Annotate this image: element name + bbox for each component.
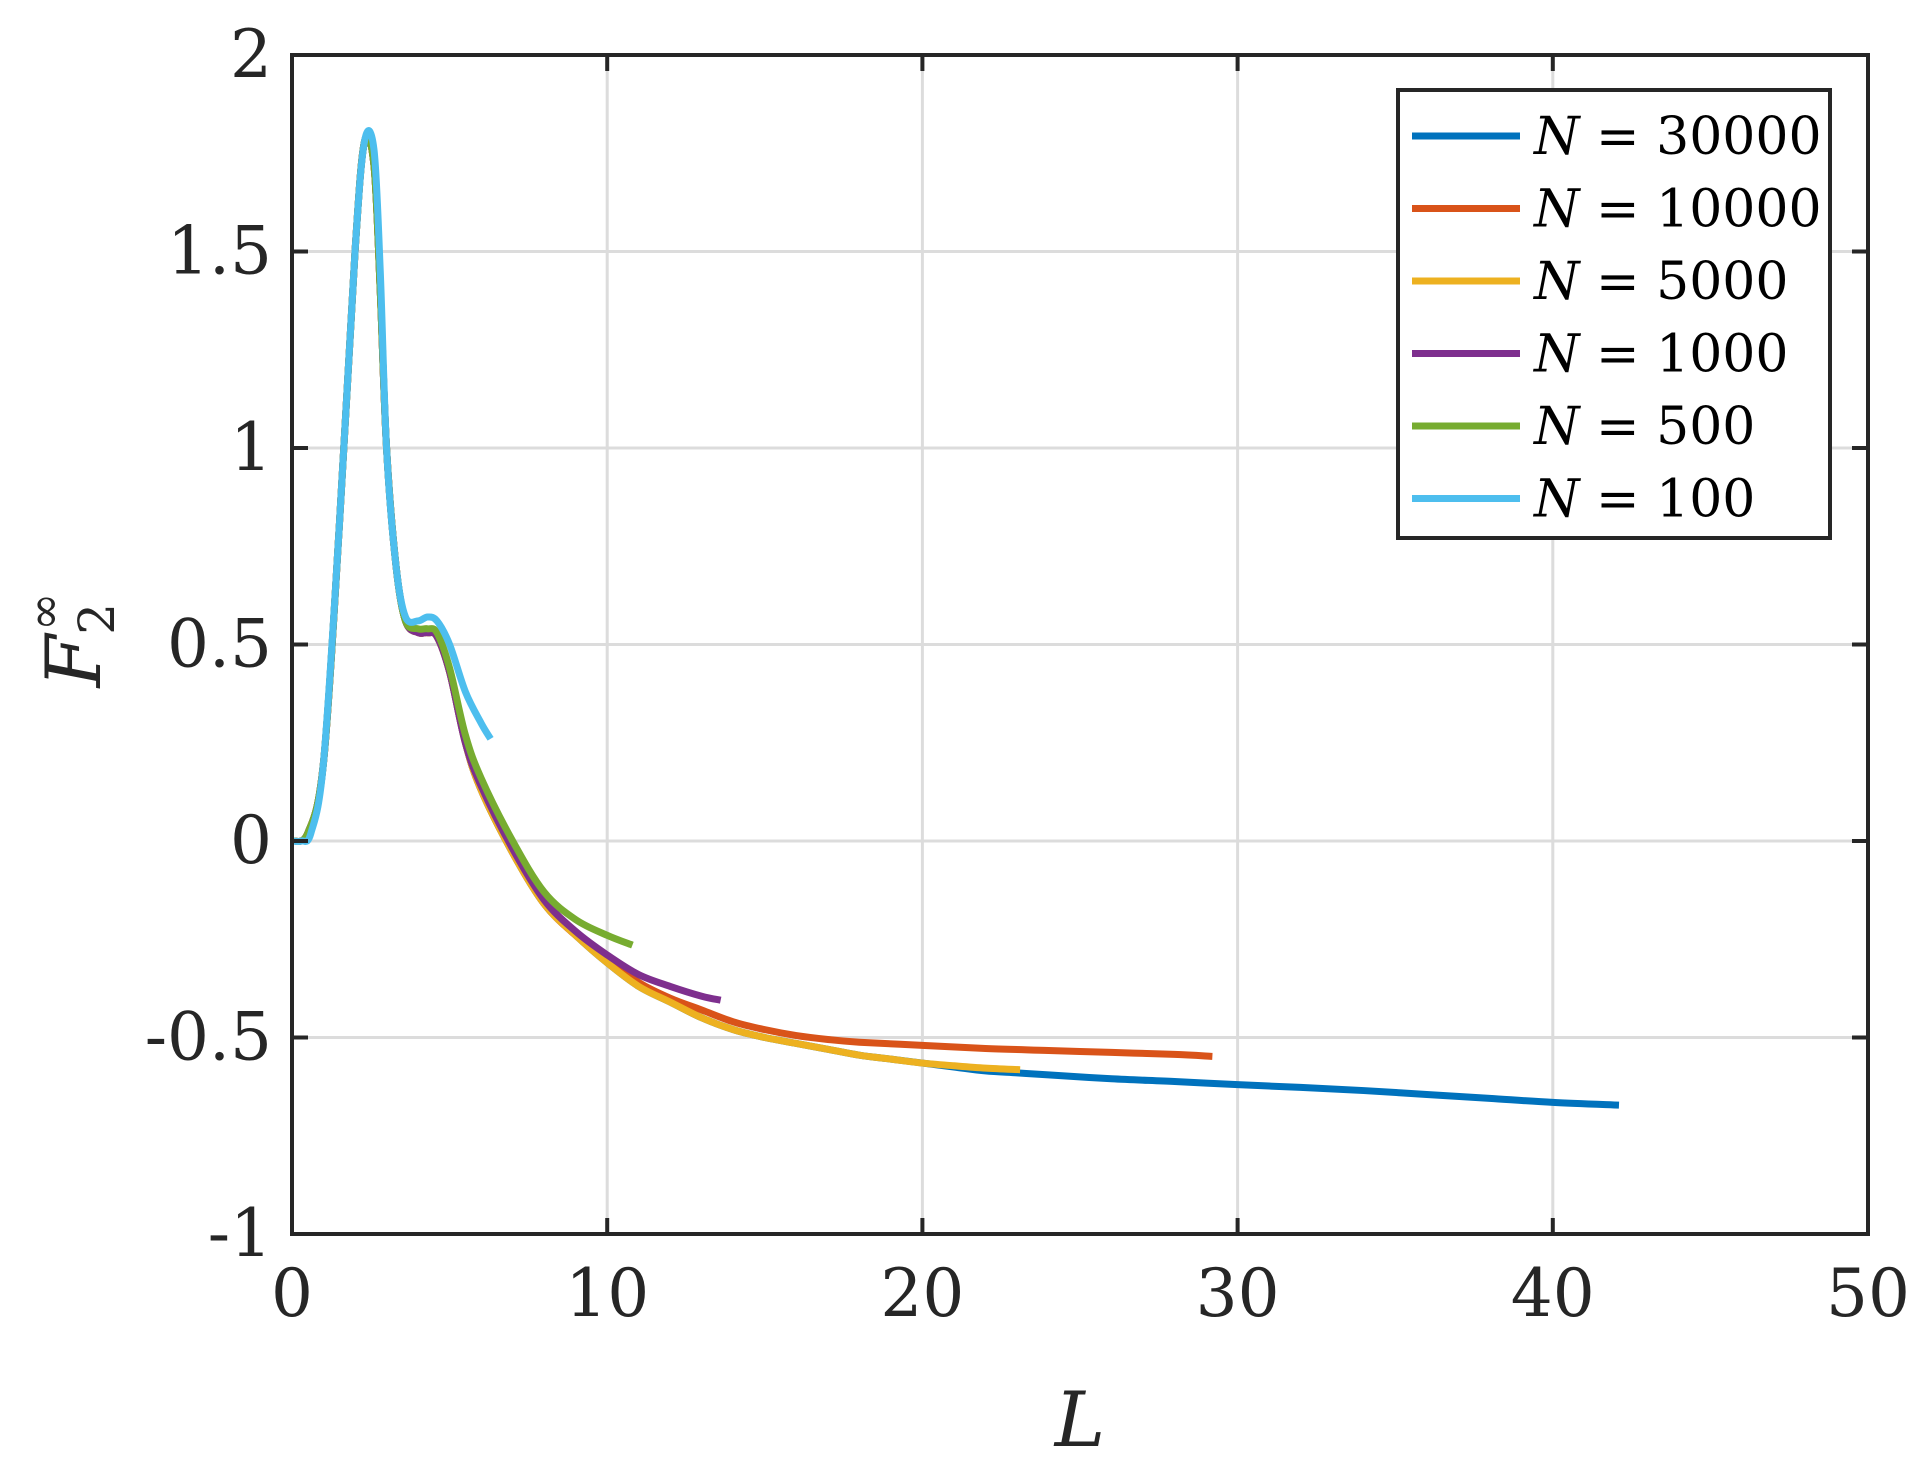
legend-variable: N (1532, 252, 1581, 312)
y-tick-label: 0.5 (167, 606, 272, 683)
y-axis-label: F2∞ (17, 593, 126, 690)
y-axis-label-base: F (29, 632, 118, 689)
legend-value: = 10000 (1580, 180, 1822, 240)
x-tick-label: 30 (1196, 1255, 1280, 1332)
legend-variable: N (1532, 397, 1581, 457)
y-tick-label: 2 (230, 16, 272, 93)
legend-label-30000: N = 30000 (1532, 107, 1822, 167)
legend-label-10000: N = 10000 (1532, 180, 1822, 240)
legend-value: = 5000 (1580, 252, 1789, 312)
legend-box (1396, 88, 1832, 540)
y-tick-label: -0.5 (145, 999, 272, 1076)
y-tick-label: 1 (230, 409, 272, 486)
legend-label-1000: N = 1000 (1532, 325, 1788, 385)
axis-ticks (290, 53, 1870, 1236)
y-tick-label: 0 (230, 802, 272, 879)
legend-label-500: N = 500 (1532, 397, 1755, 457)
legend-value: = 100 (1580, 470, 1756, 530)
series-line-100 (291, 127, 494, 846)
y-tick-label: 1.5 (167, 213, 272, 290)
x-tick-label: 10 (565, 1255, 649, 1332)
legend-label-5000: N = 5000 (1532, 252, 1788, 312)
svg-text:F2∞: F2∞ (17, 593, 126, 690)
x-axis-tick-labels: 0 10 20 30 40 50 (271, 1255, 1910, 1332)
y-axis-tick-labels: -1 -0.5 0 0.5 1 1.5 2 (145, 16, 272, 1272)
y-tick-label: -1 (208, 1195, 272, 1272)
legend-value: = 30000 (1580, 107, 1822, 167)
legend-variable: N (1532, 107, 1581, 167)
y-axis-label-superscript: ∞ (17, 593, 71, 631)
data-series (290, 127, 1620, 1109)
legend-label-100: N = 100 (1532, 470, 1755, 530)
legend-value: = 1000 (1580, 325, 1789, 385)
x-tick-label: 40 (1511, 1255, 1595, 1332)
legend-value: = 500 (1580, 397, 1756, 457)
y-axis-label-subscript: 2 (68, 603, 126, 635)
x-axis-label: L (1053, 1375, 1105, 1461)
x-tick-label: 0 (271, 1255, 313, 1332)
legend-variable: N (1532, 180, 1581, 240)
x-tick-label: 50 (1826, 1255, 1910, 1332)
x-tick-label: 20 (880, 1255, 964, 1332)
legend-variable: N (1532, 325, 1581, 385)
legend-variable: N (1532, 470, 1581, 530)
